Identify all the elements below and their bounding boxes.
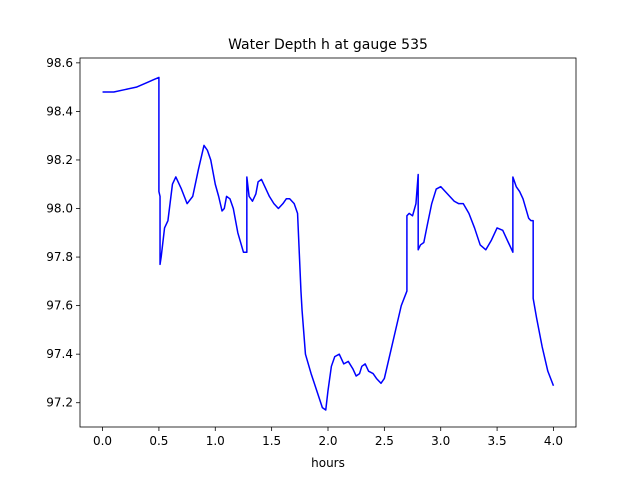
y-tick-label: 98.4 — [46, 104, 73, 118]
y-tick-label: 98.0 — [46, 202, 73, 216]
y-tick-label: 97.4 — [46, 347, 73, 361]
series-line — [102, 76, 555, 411]
y-tick-label: 97.8 — [46, 250, 73, 264]
y-tick-label: 97.6 — [46, 299, 73, 313]
x-tick-label: 0.0 — [93, 434, 112, 448]
x-tick-label: 1.5 — [262, 434, 281, 448]
plot-frame — [79, 57, 577, 428]
chart-title: Water Depth h at gauge 535 — [228, 37, 428, 53]
x-tick-label: 0.5 — [149, 434, 168, 448]
x-tick-label: 3.0 — [431, 434, 450, 448]
x-tick-label: 3.5 — [488, 434, 507, 448]
x-tick-label: 1.0 — [206, 434, 225, 448]
y-tick-label: 98.6 — [46, 56, 73, 70]
y-tick-label: 97.2 — [46, 396, 73, 410]
plot-area — [79, 57, 577, 428]
y-axis: 97.2 97.4 97.6 97.8 98.0 98.2 98.4 98.6 — [46, 56, 80, 410]
x-tick-label: 2.0 — [318, 434, 337, 448]
x-axis: 0.0 0.5 1.0 1.5 2.0 2.5 3.0 3.5 4.0 — [93, 427, 563, 448]
y-tick-label: 98.2 — [46, 153, 73, 167]
x-axis-label: hours — [311, 456, 345, 470]
x-tick-label: 4.0 — [544, 434, 563, 448]
x-tick-label: 2.5 — [375, 434, 394, 448]
